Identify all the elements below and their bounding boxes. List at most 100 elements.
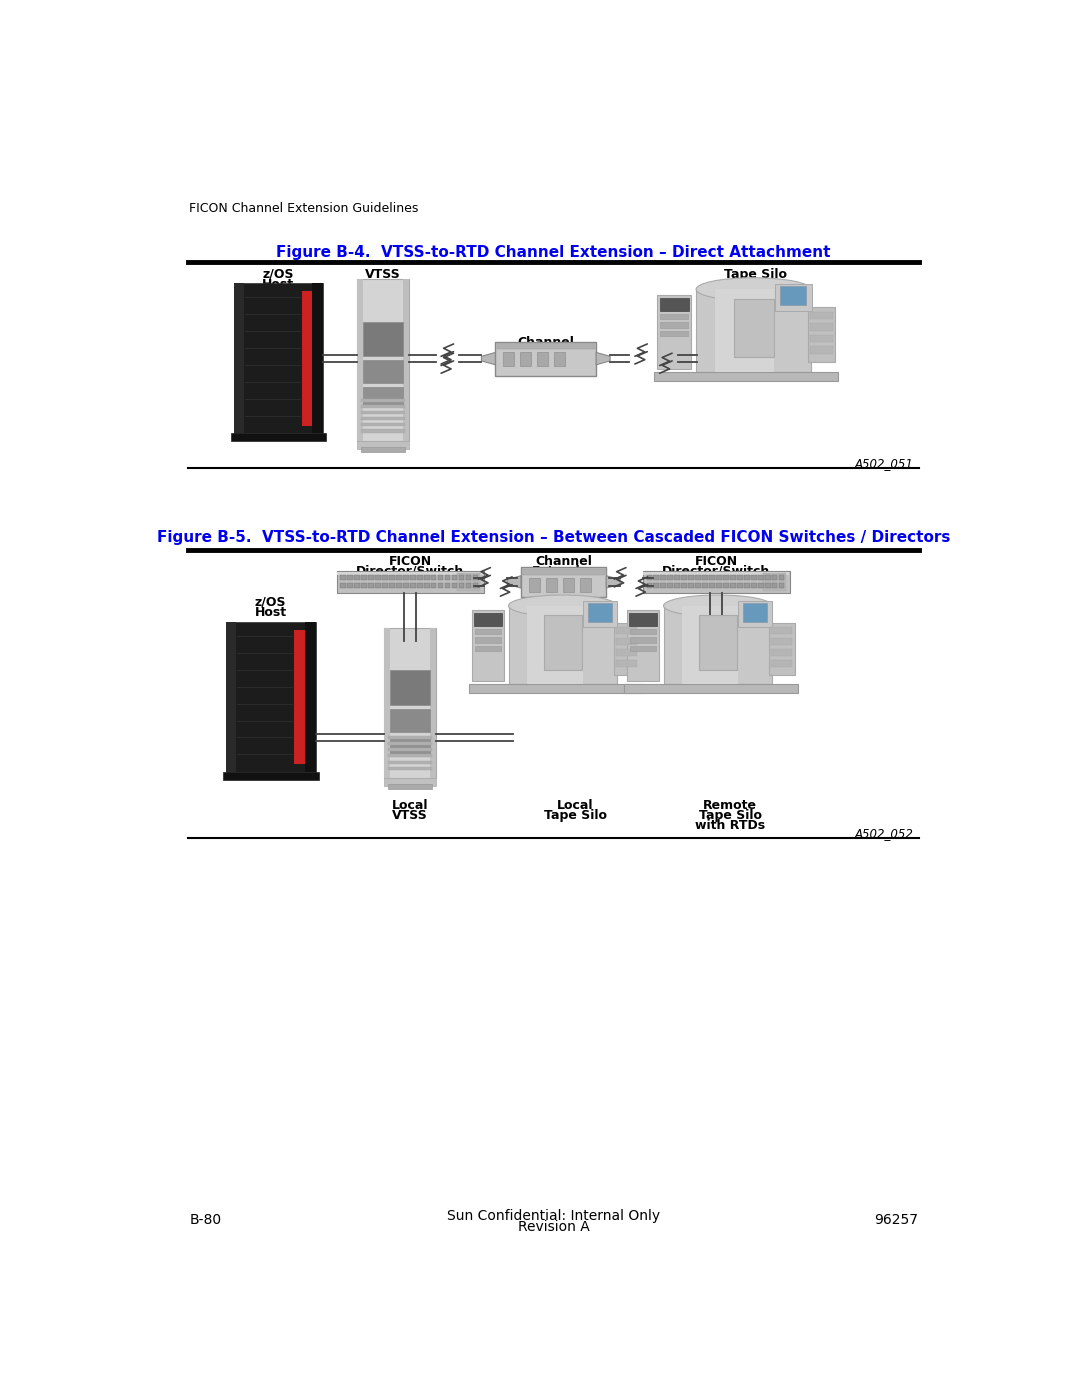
FancyBboxPatch shape — [368, 583, 374, 588]
FancyBboxPatch shape — [390, 708, 430, 732]
FancyBboxPatch shape — [362, 583, 367, 588]
FancyBboxPatch shape — [661, 331, 688, 337]
FancyBboxPatch shape — [663, 606, 772, 685]
FancyBboxPatch shape — [624, 685, 798, 693]
FancyBboxPatch shape — [356, 279, 363, 441]
FancyBboxPatch shape — [617, 659, 637, 666]
FancyBboxPatch shape — [724, 576, 729, 580]
FancyBboxPatch shape — [424, 576, 430, 580]
FancyBboxPatch shape — [375, 583, 380, 588]
FancyBboxPatch shape — [715, 289, 774, 373]
FancyBboxPatch shape — [445, 583, 450, 588]
FancyBboxPatch shape — [710, 583, 715, 588]
FancyBboxPatch shape — [674, 576, 679, 580]
FancyBboxPatch shape — [496, 342, 596, 376]
FancyBboxPatch shape — [451, 576, 458, 580]
FancyBboxPatch shape — [554, 352, 565, 366]
FancyBboxPatch shape — [696, 583, 701, 588]
FancyBboxPatch shape — [563, 578, 573, 592]
Polygon shape — [596, 352, 610, 365]
FancyBboxPatch shape — [312, 284, 323, 433]
FancyBboxPatch shape — [710, 576, 715, 580]
Text: with RTDs: with RTDs — [696, 819, 766, 833]
FancyBboxPatch shape — [743, 604, 768, 622]
FancyBboxPatch shape — [424, 583, 430, 588]
FancyBboxPatch shape — [771, 659, 793, 666]
FancyBboxPatch shape — [696, 576, 701, 580]
FancyBboxPatch shape — [363, 387, 403, 407]
FancyBboxPatch shape — [617, 627, 637, 634]
Text: Channel: Channel — [517, 335, 575, 348]
Text: Extender: Extender — [531, 564, 595, 578]
Text: Host: Host — [255, 606, 286, 619]
FancyBboxPatch shape — [762, 573, 786, 591]
FancyBboxPatch shape — [758, 576, 764, 580]
Text: Director/Switch: Director/Switch — [356, 564, 464, 578]
FancyBboxPatch shape — [340, 576, 346, 580]
FancyBboxPatch shape — [734, 299, 774, 358]
FancyBboxPatch shape — [473, 583, 478, 588]
FancyBboxPatch shape — [382, 583, 388, 588]
FancyBboxPatch shape — [396, 576, 402, 580]
FancyBboxPatch shape — [362, 423, 405, 426]
FancyBboxPatch shape — [390, 671, 430, 705]
FancyBboxPatch shape — [362, 411, 405, 414]
Polygon shape — [482, 352, 496, 365]
FancyBboxPatch shape — [375, 576, 380, 580]
FancyBboxPatch shape — [389, 736, 432, 739]
FancyBboxPatch shape — [410, 583, 416, 588]
FancyBboxPatch shape — [529, 578, 540, 592]
FancyBboxPatch shape — [631, 645, 656, 651]
Text: Tape Silo: Tape Silo — [699, 809, 761, 821]
FancyBboxPatch shape — [661, 323, 688, 328]
FancyBboxPatch shape — [661, 583, 666, 588]
FancyBboxPatch shape — [588, 604, 612, 622]
FancyBboxPatch shape — [716, 583, 721, 588]
FancyBboxPatch shape — [430, 629, 436, 778]
FancyBboxPatch shape — [354, 583, 360, 588]
FancyBboxPatch shape — [653, 576, 659, 580]
FancyBboxPatch shape — [716, 576, 721, 580]
FancyBboxPatch shape — [661, 576, 666, 580]
FancyBboxPatch shape — [808, 307, 835, 362]
FancyBboxPatch shape — [697, 289, 811, 373]
Polygon shape — [507, 576, 521, 588]
Polygon shape — [606, 576, 620, 588]
FancyBboxPatch shape — [674, 583, 679, 588]
FancyBboxPatch shape — [627, 610, 659, 682]
FancyBboxPatch shape — [362, 405, 405, 408]
FancyBboxPatch shape — [417, 583, 422, 588]
FancyBboxPatch shape — [431, 583, 436, 588]
FancyBboxPatch shape — [527, 606, 583, 685]
FancyBboxPatch shape — [472, 610, 504, 682]
Ellipse shape — [509, 595, 617, 616]
FancyBboxPatch shape — [779, 576, 784, 580]
FancyBboxPatch shape — [363, 321, 403, 356]
FancyBboxPatch shape — [738, 583, 743, 588]
FancyBboxPatch shape — [389, 760, 432, 764]
FancyBboxPatch shape — [772, 583, 778, 588]
FancyBboxPatch shape — [363, 360, 403, 383]
Text: Tape Silo: Tape Silo — [543, 809, 607, 821]
FancyBboxPatch shape — [699, 615, 738, 671]
FancyBboxPatch shape — [389, 742, 432, 745]
FancyBboxPatch shape — [410, 576, 416, 580]
FancyBboxPatch shape — [445, 576, 450, 580]
Text: Tape Silo: Tape Silo — [724, 268, 786, 281]
Text: Director/Switch: Director/Switch — [662, 564, 770, 578]
FancyBboxPatch shape — [810, 323, 833, 331]
FancyBboxPatch shape — [780, 286, 806, 306]
FancyBboxPatch shape — [738, 601, 772, 627]
Text: FICON Channel Extension Guidelines: FICON Channel Extension Guidelines — [189, 203, 419, 215]
FancyBboxPatch shape — [362, 398, 405, 402]
FancyBboxPatch shape — [683, 606, 738, 685]
FancyBboxPatch shape — [390, 736, 430, 756]
FancyBboxPatch shape — [730, 583, 735, 588]
FancyBboxPatch shape — [227, 622, 315, 773]
FancyBboxPatch shape — [758, 583, 764, 588]
FancyBboxPatch shape — [681, 583, 687, 588]
FancyBboxPatch shape — [810, 335, 833, 342]
FancyBboxPatch shape — [475, 637, 501, 643]
FancyBboxPatch shape — [688, 583, 693, 588]
FancyBboxPatch shape — [469, 685, 643, 693]
